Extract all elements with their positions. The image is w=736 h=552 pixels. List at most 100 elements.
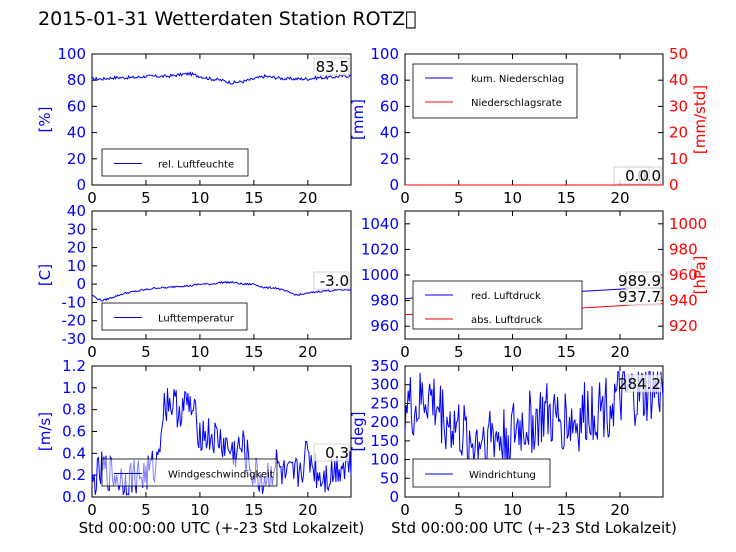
x-tick-label: 20 [610, 501, 629, 519]
y2-tick-label: 40 [669, 71, 688, 89]
annotation-box [313, 443, 350, 462]
x-tick-label: 15 [557, 501, 576, 519]
legend-label: Windgeschwindigkeit [168, 470, 274, 481]
y-tick-label: 100 [370, 451, 399, 469]
x-tick-label: 10 [190, 343, 209, 361]
legend-box [101, 458, 278, 487]
x-tick-label: 10 [503, 501, 522, 519]
y2-tick-label: 940 [669, 292, 698, 310]
x-tick-label: 20 [610, 343, 629, 361]
annotation-value: 0.3 [325, 444, 349, 462]
y-tick-label: 300 [370, 376, 399, 394]
series-line-1-1 [91, 71, 352, 85]
y-axis-label: [deg] [349, 412, 367, 452]
y-tick-label: 80 [67, 71, 86, 89]
x-tick-label: 15 [244, 343, 263, 361]
legend-label: Windrichtung [469, 470, 536, 481]
legend-box [412, 458, 551, 488]
y-tick-label: -30 [62, 330, 87, 348]
y-axis-label: [%] [36, 107, 54, 133]
y2-axis-label: [hPa] [691, 256, 709, 295]
y-tick-label: 250 [370, 394, 399, 412]
x-tick-label: 20 [610, 189, 629, 207]
plot-frame-3 [91, 210, 352, 340]
legend-label: kum. Niederschlag [471, 74, 564, 85]
legend-box [412, 280, 583, 330]
annotation-value: 284.2 [618, 375, 661, 393]
x-tick-label: 20 [298, 501, 317, 519]
legend-label: red. Luftdruck [471, 291, 541, 302]
x-tick-label: 5 [454, 343, 464, 361]
y-tick-label: 80 [380, 71, 399, 89]
y-tick-label: 0.0 [62, 488, 86, 506]
legend-label: rel. Luftfeuchte [158, 160, 234, 171]
x-tick-label: 5 [454, 501, 464, 519]
annotation-box [613, 166, 650, 185]
y-tick-label: 100 [370, 45, 399, 63]
x-tick-label: 5 [454, 189, 464, 207]
y-tick-label: 1000 [361, 266, 399, 284]
x-tick-label: 0 [87, 189, 97, 207]
y2-tick-label: 0 [669, 176, 679, 194]
y-tick-label: 60 [380, 97, 399, 115]
annotation-value: 0.0 [625, 167, 649, 185]
x-tick-label: 5 [141, 501, 151, 519]
annotation-box [313, 57, 350, 76]
y-tick-label: 40 [67, 124, 86, 142]
y2-axis-label: [mm/std] [691, 85, 709, 154]
x-tick-label: 5 [141, 343, 151, 361]
y-tick-label: 0.2 [62, 466, 86, 484]
y-tick-label: 30 [67, 220, 86, 238]
y-tick-label: -20 [62, 312, 87, 330]
y-tick-label: 960 [370, 317, 399, 335]
y-tick-label: 20 [67, 239, 86, 257]
y-tick-label: -10 [62, 293, 87, 311]
y2-tick-label: 20 [669, 124, 688, 142]
legend-label: abs. Luftdruck [471, 315, 542, 326]
y-tick-label: 0.8 [62, 401, 86, 419]
y-tick-label: 980 [370, 292, 399, 310]
y-tick-label: 1040 [361, 215, 399, 233]
annotation-box [313, 271, 350, 290]
x-tick-label: 0 [87, 343, 97, 361]
annotation-value: 989.9 [618, 272, 661, 290]
y-tick-label: 40 [67, 202, 86, 220]
y2-tick-label: 980 [669, 240, 698, 258]
x-tick-label: 15 [557, 343, 576, 361]
y-axis-label: [mm] [349, 99, 367, 140]
x-tick-label: 10 [503, 343, 522, 361]
y-tick-label: 60 [67, 97, 86, 115]
x-axis-label: Std 00:00:00 UTC (+-23 Std Lokalzeit) [391, 519, 677, 537]
annotation-value: 83.5 [316, 58, 349, 76]
x-tick-label: 0 [400, 189, 410, 207]
y-tick-label: 1.2 [62, 357, 86, 375]
plot-frame-1 [91, 53, 352, 186]
x-axis-label: Std 00:00:00 UTC (+-23 Std Lokalzeit) [79, 519, 365, 537]
x-tick-label: 10 [503, 189, 522, 207]
chart-title: 2015-01-31 Wetterdaten Station ROTZ  [38, 8, 417, 30]
y-tick-label: 0.6 [62, 423, 86, 441]
y2-tick-label: 10 [669, 150, 688, 168]
y-tick-label: 40 [380, 124, 399, 142]
x-tick-label: 20 [298, 189, 317, 207]
y2-tick-label: 920 [669, 317, 698, 335]
y-tick-label: 150 [370, 432, 399, 450]
annotation-value: 937.7 [618, 288, 661, 306]
y-tick-label: 350 [370, 357, 399, 375]
x-tick-label: 15 [244, 189, 263, 207]
y-tick-label: 20 [380, 150, 399, 168]
y-tick-label: 0 [76, 176, 86, 194]
legend-box [101, 302, 248, 331]
x-tick-label: 0 [400, 501, 410, 519]
x-tick-label: 15 [244, 501, 263, 519]
annotation-value: -3.0 [320, 272, 349, 290]
y2-tick-label: 1000 [669, 215, 707, 233]
y2-tick-label: 30 [669, 97, 688, 115]
y-tick-label: 50 [380, 469, 399, 487]
y-tick-label: 10 [67, 257, 86, 275]
y-axis-label: [C] [36, 264, 54, 286]
y-tick-label: 20 [67, 150, 86, 168]
y-tick-label: 1.0 [62, 379, 86, 397]
y-tick-label: 100 [57, 45, 86, 63]
